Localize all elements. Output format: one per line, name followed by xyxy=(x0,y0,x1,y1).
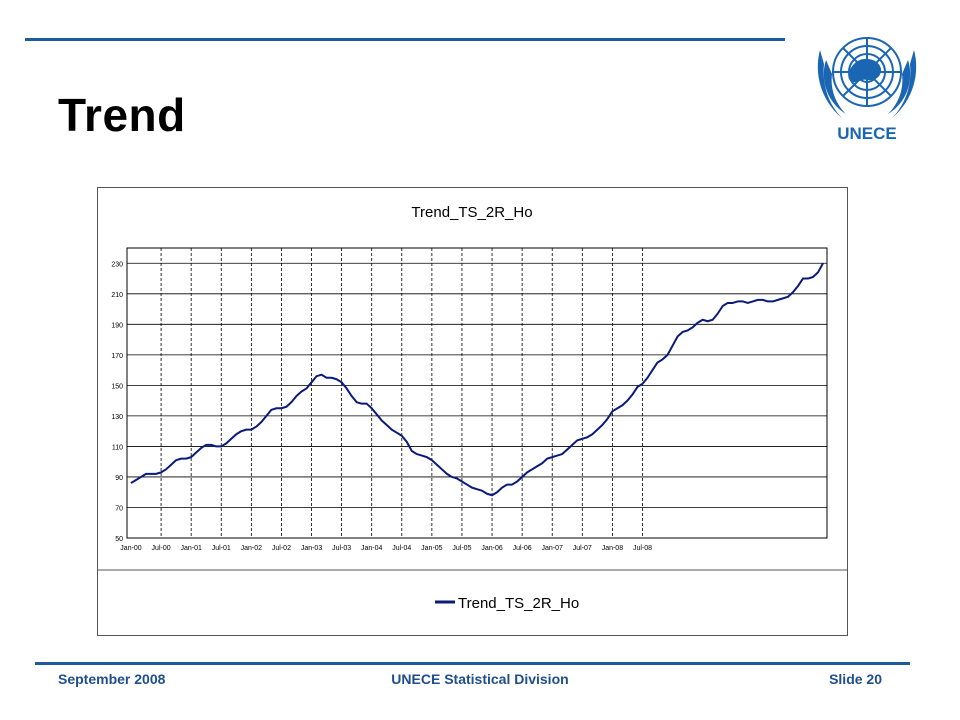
top-rule xyxy=(25,38,785,41)
chart-title: Trend_TS_2R_Ho xyxy=(411,204,532,221)
x-tick-label: Jan-06 xyxy=(481,545,503,552)
x-tick-label: Jul-05 xyxy=(452,545,471,552)
plot-area xyxy=(126,247,828,539)
footer-slide-number: Slide 20 xyxy=(829,671,882,687)
x-tick-label: Jan-00 xyxy=(120,545,142,552)
horizontal-gridlines xyxy=(127,262,827,539)
chart-frame: Trend_TS_2R_Ho 50 70 90 110 130 150 170 190 210 2… xyxy=(97,187,848,636)
x-tick-label: Jul-01 xyxy=(212,545,231,552)
x-tick-label: Jul-07 xyxy=(573,545,592,552)
x-tick-label: Jan-01 xyxy=(180,545,202,552)
x-tick-label: Jul-03 xyxy=(332,545,351,552)
series-group xyxy=(130,262,824,497)
y-tick-label: 70 xyxy=(115,505,123,512)
x-tick-label: Jul-04 xyxy=(392,545,411,552)
vertical-gridlines xyxy=(160,248,643,538)
y-tick-label: 210 xyxy=(111,292,123,299)
y-tick-label: 170 xyxy=(111,353,123,360)
y-tick-label: 230 xyxy=(111,261,123,268)
x-tick-label: Jan-08 xyxy=(602,545,624,552)
x-axis-tick-labels: Jan-00 Jul-00 Jan-01 Jul-01 Jan-02 Jul-02 Jan-… xyxy=(120,545,652,552)
x-tick-label: Jul-02 xyxy=(272,545,291,552)
x-tick-label: Jan-07 xyxy=(542,545,564,552)
y-tick-label: 110 xyxy=(112,444,123,451)
logo-text: UNECE xyxy=(837,124,897,143)
footer-date: September 2008 xyxy=(58,671,166,687)
slide-title: Trend xyxy=(58,89,186,141)
x-tick-label: Jan-03 xyxy=(301,545,323,552)
y-tick-label: 50 xyxy=(115,536,123,543)
y-tick-label: 130 xyxy=(111,414,123,421)
x-tick-label: Jul-08 xyxy=(633,545,652,552)
y-axis-tick-labels: 50 70 90 110 130 150 170 190 210 230 xyxy=(111,261,123,543)
y-tick-label: 150 xyxy=(111,383,123,390)
series-line-trend-ts-2r-ho xyxy=(130,262,824,497)
footer-rule xyxy=(35,662,910,665)
legend-label: Trend_TS_2R_Ho xyxy=(458,595,579,612)
x-tick-label: Jan-04 xyxy=(361,545,383,552)
footer-organization: UNECE Statistical Division xyxy=(391,671,569,687)
x-tick-label: Jan-02 xyxy=(241,545,263,552)
line-chart: Trend_TS_2R_Ho 50 70 90 110 130 150 170 190 210 2… xyxy=(98,204,847,612)
y-tick-label: 90 xyxy=(115,475,123,482)
x-tick-label: Jul-06 xyxy=(513,545,532,552)
un-emblem-logo xyxy=(817,37,917,118)
x-tick-label: Jul-00 xyxy=(152,545,171,552)
y-tick-label: 190 xyxy=(111,322,123,329)
x-tick-label: Jan-05 xyxy=(421,545,443,552)
